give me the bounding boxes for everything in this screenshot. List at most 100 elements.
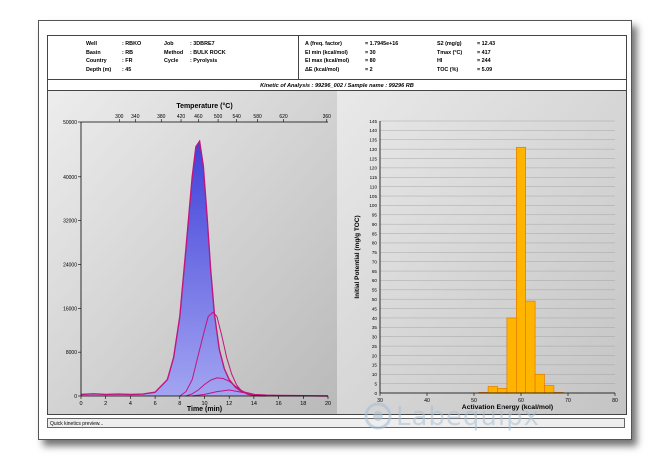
- histogram-bar: [487, 386, 498, 394]
- histogram-bar: [544, 385, 555, 394]
- header-field-key: Country: [86, 58, 107, 64]
- y-tick-label: 10: [372, 372, 378, 377]
- temp-tick-label: 620: [279, 114, 288, 120]
- histogram-bar: [516, 146, 527, 394]
- header-field-key: Depth (m): [86, 66, 112, 73]
- temp-tick-label: 380: [157, 114, 166, 120]
- watermark-logo-icon: [364, 402, 392, 430]
- header-field-value: = 244: [477, 58, 491, 64]
- time-axis-title: Time (min): [187, 406, 222, 413]
- y-tick-label: 65: [372, 269, 378, 274]
- temp-tick-label: 360: [323, 114, 332, 120]
- x-tick-label: 18: [300, 401, 306, 407]
- header-field-value: = 80: [365, 58, 376, 64]
- y-tick-label: 50: [372, 297, 378, 302]
- y-tick-label: 40000: [63, 175, 77, 181]
- header-field: El min (kcal/mol) = 30: [305, 49, 398, 58]
- header-field-key: El min (kcal/mol): [305, 49, 348, 56]
- histogram-bar: [497, 388, 508, 394]
- header-field: Cycle: Pyrolysis: [164, 57, 226, 66]
- header-field-value: : 3DBRE7: [190, 41, 215, 47]
- header-field-key: Method: [164, 49, 184, 56]
- temperature-axis-title: Temperature (°C): [176, 102, 232, 110]
- y-tick-label: 24000: [63, 262, 77, 268]
- y-tick-label: 140: [369, 128, 377, 133]
- pyrogram-chart: 0 2 4 6 8 10 12 14 16 18 20 0 8000 16000 24000 32000 400…: [48, 91, 337, 414]
- header-field-key: Cycle: [164, 58, 179, 64]
- y-tick-label: 100: [369, 203, 377, 208]
- y-tick-label: 85: [372, 231, 378, 236]
- header-field: S2 (mg/g) = 12.43: [437, 40, 495, 49]
- y-tick-label: 80: [372, 241, 378, 246]
- x-tick-label: 12: [226, 401, 232, 407]
- status-bar: Quick kinetics preview...: [47, 418, 625, 428]
- histogram-bar: [525, 300, 536, 394]
- header-field-value: : RBKO: [122, 41, 142, 47]
- header-field-value: : 45: [122, 66, 132, 73]
- x-tick-label: 0: [79, 401, 82, 407]
- y-tick-label: 95: [372, 213, 378, 218]
- header-col-kinetics: A (freq. factor) = 1.7945e+16 El min (kcal…: [305, 40, 398, 74]
- y-tick-label: 0: [74, 394, 77, 400]
- header-field-key: Tmax (°C): [437, 49, 463, 56]
- y-tick-label: 8000: [66, 350, 77, 356]
- y-tick-label: 45: [372, 306, 378, 311]
- temp-tick-label: 420: [177, 114, 186, 120]
- curve-fill: [81, 141, 328, 396]
- header-field-key: ΔE (kcal/mol): [305, 66, 340, 73]
- x-tick-label: 6: [154, 401, 157, 407]
- header-field-value: : FR: [122, 58, 133, 64]
- x-tick-label: 16: [276, 401, 282, 407]
- y-tick-label: 60: [372, 278, 378, 283]
- y-tick-label: 120: [369, 166, 377, 171]
- x-tick-label: 80: [612, 398, 618, 404]
- header-field: Basin : RB: [86, 49, 141, 58]
- activation-energy-axis-title: Activation Energy (kcal/mol): [462, 404, 553, 411]
- y-tick-label: 145: [369, 119, 377, 124]
- header-field-key: TOC (%): [437, 66, 459, 73]
- y-tick-label: 25: [372, 344, 378, 349]
- series-line: [192, 389, 267, 397]
- series-line: [80, 139, 329, 397]
- header-field: El max (kcal/mol) = 80: [305, 57, 398, 66]
- x-tick-label: 14: [251, 401, 257, 407]
- header-field-value: = 417: [477, 49, 491, 56]
- header-field: Country : FR: [86, 57, 141, 66]
- activation-energy-chart: 0 5 10 15 20 25 30 35 40 45 50 55 60 65 70 75 80 85 90 95 10…: [337, 91, 626, 414]
- y-tick-label: 105: [369, 194, 377, 199]
- x-tick-label: 40: [424, 398, 430, 404]
- y-tick-label: 75: [372, 250, 378, 255]
- y-tick-label: 16000: [63, 306, 77, 312]
- y-tick-label: 110: [370, 184, 378, 189]
- header-field-value: = 5.09: [477, 66, 493, 73]
- header-field-value: : RB: [122, 49, 134, 56]
- y-tick-label: 115: [370, 175, 378, 180]
- header-field: Job: 3DBRE7: [164, 40, 226, 49]
- x-tick-label: 60: [518, 398, 524, 404]
- y-tick-label: 130: [369, 147, 377, 152]
- header-field: ΔE (kcal/mol) = 2: [305, 66, 398, 75]
- x-tick-label: 70: [565, 398, 571, 404]
- temp-tick-label: 340: [131, 114, 140, 120]
- temp-tick-label: 300: [115, 114, 124, 120]
- header-field-value: = 12.43: [477, 41, 496, 47]
- header-field-key: Basin: [86, 49, 101, 56]
- header-field: HI = 244: [437, 57, 495, 66]
- x-tick-label: 8: [178, 401, 181, 407]
- temp-tick-label: 540: [232, 114, 241, 120]
- header-field: TOC (%) = 5.09: [437, 66, 495, 75]
- header-col-results: S2 (mg/g) = 12.43 Tmax (°C) = 417 HI = 244 TOC…: [437, 40, 495, 74]
- analysis-header: Well: RBKO Basin: RB Country: FR Depth (m):…: [47, 35, 627, 82]
- x-tick-label: 30: [377, 398, 383, 404]
- temp-tick-label: 580: [253, 114, 262, 120]
- chart-panels: 0 2 4 6 8 10 12 14 16 18 20 0 8000 16000 24000 32000 400…: [47, 90, 627, 415]
- x-tick-label: 20: [325, 401, 331, 407]
- histogram-bar: [506, 317, 517, 394]
- x-tick-label: 4: [129, 401, 132, 407]
- header-field-key: El max (kcal/mol): [305, 58, 350, 64]
- temp-tick-label: 500: [214, 114, 223, 120]
- y-tick-label: 90: [372, 222, 378, 227]
- y-tick-label: 30: [372, 335, 378, 340]
- initial-potential-axis-title: Initial Potential (mg/g TOC): [354, 215, 361, 298]
- header-field-key: A (freq. factor): [305, 41, 342, 47]
